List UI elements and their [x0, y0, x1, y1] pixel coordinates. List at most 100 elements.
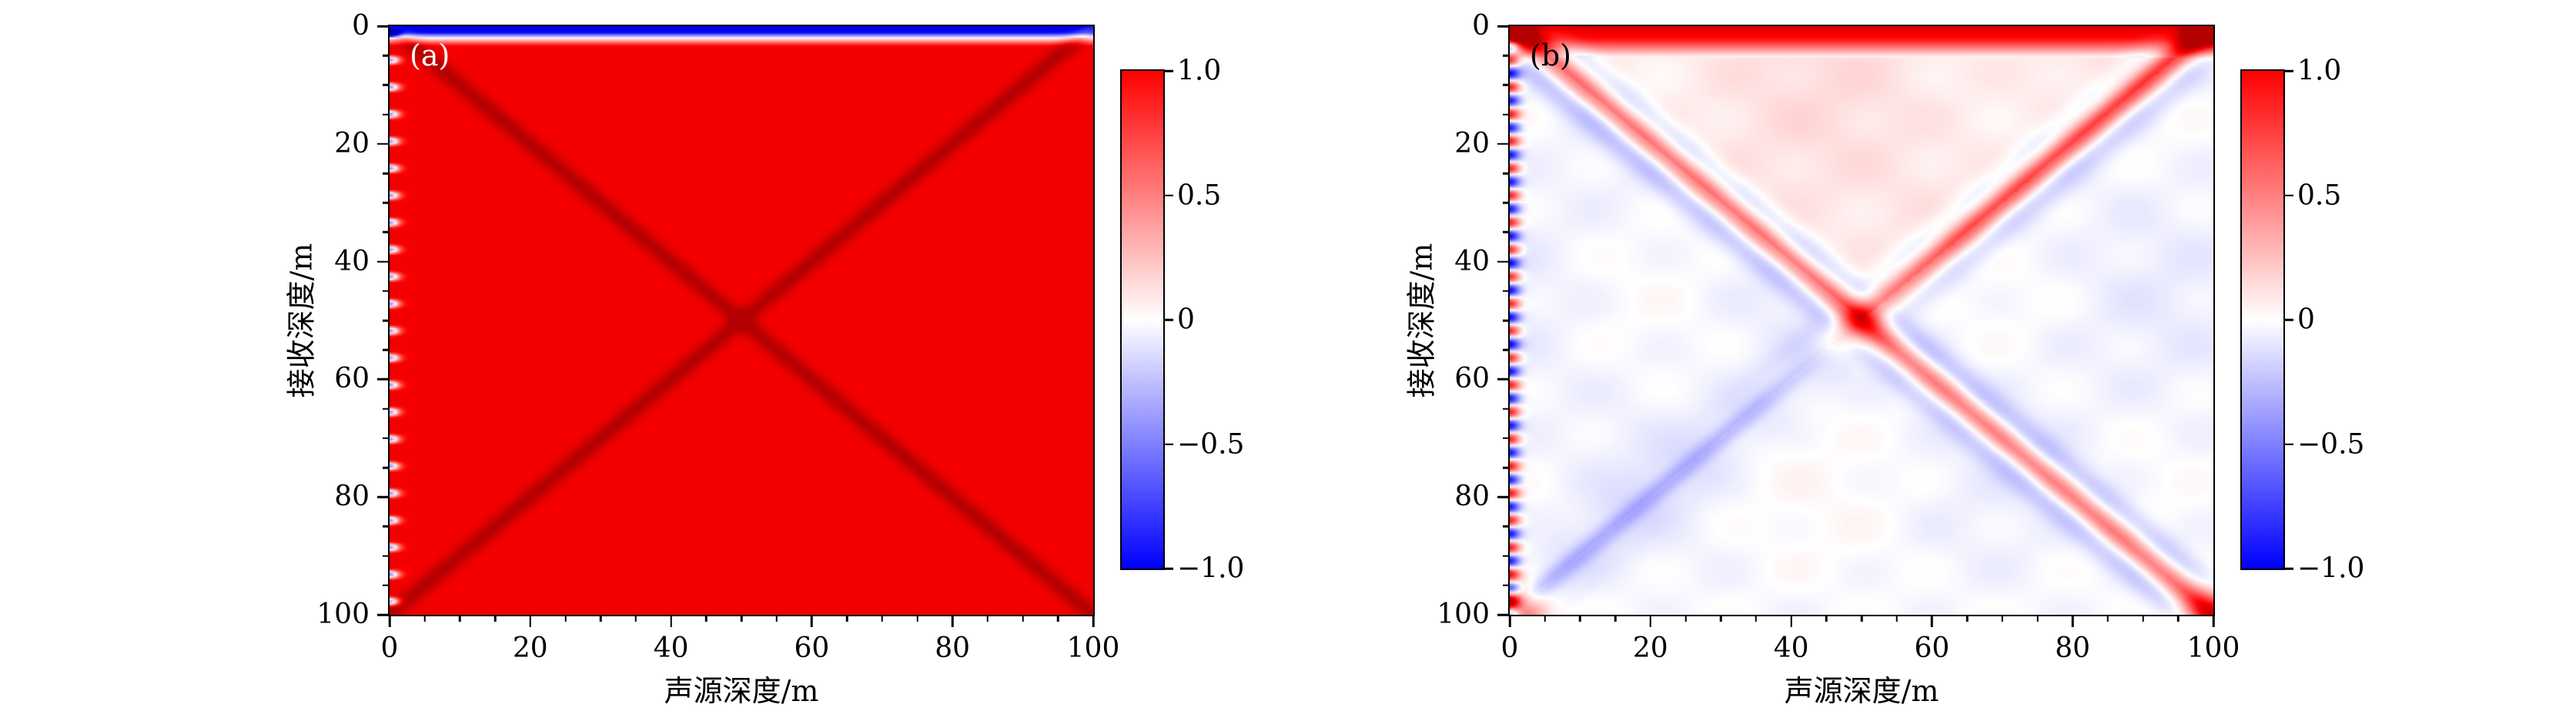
x-minor-tick-mark — [1022, 615, 1024, 622]
y-minor-tick-mark — [383, 555, 390, 557]
x-minor-tick-mark — [599, 615, 602, 622]
x-tick-label: 60 — [794, 632, 830, 664]
y-minor-tick-mark — [1503, 437, 1510, 440]
y-minor-tick-mark — [1503, 319, 1510, 322]
y-tick-label: 80 — [1454, 481, 1490, 513]
colorbar-tick-mark — [2283, 567, 2293, 570]
x-minor-tick-mark — [493, 615, 497, 622]
y-minor-tick-mark — [1503, 231, 1510, 233]
x-minor-tick-mark — [916, 615, 918, 622]
x-tick-label: 20 — [1632, 632, 1668, 664]
x-tick-mark — [1790, 615, 1792, 627]
y-tick-label: 20 — [334, 128, 370, 159]
x-tick-label: 0 — [380, 632, 399, 664]
x-tick-mark — [1508, 615, 1511, 627]
y-minor-tick-mark — [383, 54, 390, 57]
y-tick-mark — [1497, 143, 1510, 146]
y-minor-tick-mark — [1503, 84, 1510, 86]
x-tick-mark — [529, 615, 532, 627]
y-minor-tick-mark — [383, 290, 390, 293]
y-minor-tick-mark — [1503, 584, 1510, 587]
x-tick-mark — [2212, 615, 2215, 627]
x-minor-tick-mark — [1825, 615, 1828, 622]
colorbar-tick-label: 0.5 — [2297, 179, 2342, 211]
colorbar-tick-label: −1.0 — [2297, 552, 2365, 585]
y-tick-mark — [377, 260, 390, 263]
y-minor-tick-mark — [383, 525, 390, 528]
y-tick-label: 60 — [1454, 363, 1490, 395]
x-minor-tick-mark — [1860, 615, 1863, 622]
y-tick-label: 0 — [352, 10, 370, 42]
y-tick-mark — [377, 143, 390, 146]
x-minor-tick-mark — [2036, 615, 2039, 622]
y-minor-tick-mark — [1503, 290, 1510, 293]
x-minor-tick-mark — [845, 615, 848, 622]
y-minor-tick-mark — [1503, 555, 1510, 557]
y-tick-mark — [377, 378, 390, 381]
y-minor-tick-mark — [383, 113, 390, 116]
y-minor-tick-mark — [383, 437, 390, 440]
y-minor-tick-mark — [383, 201, 390, 204]
x-minor-tick-mark — [1895, 615, 1898, 622]
x-minor-tick-mark — [423, 615, 426, 622]
y-tick-mark — [1497, 260, 1510, 263]
x-tick-mark — [2071, 615, 2074, 627]
y-tick-label: 40 — [334, 245, 370, 277]
x-minor-tick-mark — [634, 615, 637, 622]
y-minor-tick-mark — [383, 84, 390, 86]
heatmap-canvas — [390, 26, 1093, 615]
x-minor-tick-mark — [1057, 615, 1059, 622]
figure-panel-a: 接收深度/m (a) 0 20 40 60 80 100 0 20 40 60 80 100 声源深… — [285, 10, 1245, 708]
x-tick-label: 40 — [1773, 632, 1809, 664]
y-minor-tick-mark — [1503, 113, 1510, 116]
x-minor-tick-mark — [1965, 615, 1969, 622]
y-minor-tick-mark — [1503, 408, 1510, 410]
panel-label: (b) — [1530, 39, 1571, 72]
x-minor-tick-mark — [1579, 615, 1581, 622]
x-tick-mark — [951, 615, 954, 627]
x-tick-label: 100 — [1066, 632, 1120, 664]
y-tick-mark — [1497, 495, 1510, 498]
x-minor-tick-mark — [1719, 615, 1722, 622]
x-tick-mark — [670, 615, 672, 627]
y-tick-mark — [1497, 613, 1510, 616]
x-tick-mark — [811, 615, 813, 627]
x-minor-tick-mark — [2142, 615, 2144, 622]
colorbar-tick-label: 0 — [2297, 304, 2315, 336]
y-minor-tick-mark — [383, 466, 390, 469]
colorbar-tick-label: −0.5 — [2297, 428, 2365, 460]
y-minor-tick-mark — [1503, 172, 1510, 175]
x-minor-tick-mark — [2001, 615, 2004, 622]
x-minor-tick-mark — [1614, 615, 1617, 622]
x-minor-tick-mark — [2177, 615, 2180, 622]
y-minor-tick-mark — [383, 348, 390, 351]
x-tick-label: 100 — [2186, 632, 2240, 664]
colorbar-tick-mark — [2283, 194, 2293, 196]
x-tick-mark — [1092, 615, 1095, 627]
x-minor-tick-mark — [459, 615, 461, 622]
y-tick-label: 100 — [316, 599, 370, 631]
x-tick-label: 60 — [1914, 632, 1950, 664]
y-minor-tick-mark — [1503, 348, 1510, 351]
y-tick-label: 80 — [334, 481, 370, 513]
x-tick-label: 80 — [2055, 632, 2091, 664]
x-minor-tick-mark — [705, 615, 708, 622]
colorbar-tick-mark — [2283, 69, 2293, 72]
y-minor-tick-mark — [383, 172, 390, 175]
y-minor-tick-mark — [383, 408, 390, 410]
x-minor-tick-mark — [740, 615, 743, 622]
panel-label: (a) — [410, 39, 450, 72]
y-minor-tick-mark — [383, 584, 390, 587]
figure-panel-b: 接收深度/m (b) 0 20 40 60 80 100 0 20 40 60 80 100 声源深… — [1120, 0, 2408, 728]
x-axis-label: 声源深度/m — [664, 674, 819, 708]
x-tick-mark — [1649, 615, 1652, 627]
x-minor-tick-mark — [564, 615, 567, 622]
y-minor-tick-mark — [383, 231, 390, 233]
x-tick-label: 40 — [653, 632, 689, 664]
x-tick-mark — [388, 615, 391, 627]
y-axis-label: 接收深度/m — [1404, 243, 1439, 398]
y-tick-label: 40 — [1454, 245, 1490, 277]
x-tick-label: 80 — [935, 632, 971, 664]
x-tick-mark — [1931, 615, 1933, 627]
y-tick-label: 0 — [1472, 10, 1490, 42]
